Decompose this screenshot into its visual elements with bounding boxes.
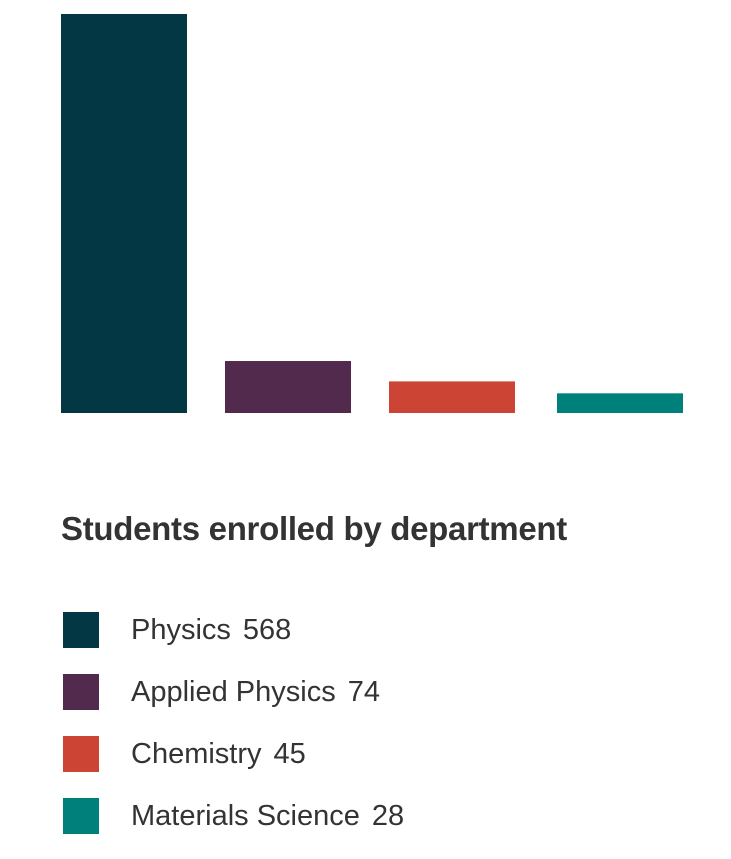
- legend-label-applied-physics: Applied Physics: [131, 675, 336, 708]
- bar-chemistry: [389, 381, 515, 413]
- legend-item-physics: Physics 568: [63, 612, 683, 648]
- legend-item-chemistry: Chemistry 45: [63, 736, 683, 772]
- legend-item-applied-physics: Applied Physics 74: [63, 674, 683, 710]
- legend-swatch-physics: [63, 612, 99, 648]
- legend-label-chemistry: Chemistry: [131, 737, 262, 770]
- legend-swatch-materials-science: [63, 798, 99, 834]
- legend-swatch-applied-physics: [63, 674, 99, 710]
- legend-swatch-chemistry: [63, 736, 99, 772]
- legend-label-physics: Physics: [131, 613, 231, 646]
- bar-materials-science: [557, 393, 683, 413]
- legend-item-materials-science: Materials Science 28: [63, 798, 683, 834]
- legend-value-applied-physics: 74: [347, 675, 380, 708]
- bar-applied-physics: [225, 361, 351, 413]
- bar-physics: [61, 14, 187, 413]
- legend-label-materials-science: Materials Science: [131, 799, 360, 832]
- legend-value-materials-science: 28: [371, 799, 405, 832]
- legend-value-chemistry: 45: [273, 737, 306, 770]
- chart-title: Students enrolled by department: [61, 510, 567, 547]
- bar-chart: [61, 14, 683, 413]
- legend-value-physics: 568: [242, 613, 292, 646]
